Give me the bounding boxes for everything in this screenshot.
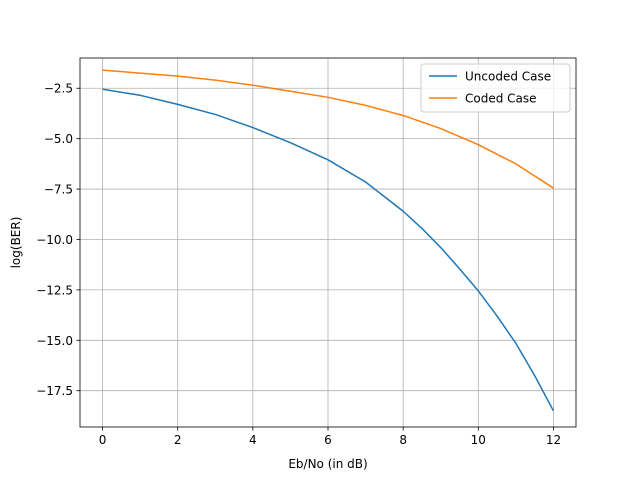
y-tick-label: −2.5 (44, 82, 73, 96)
axis-ticks: 0 2 4 6 8 10 12 −2.5 −5.0 −7.5 −10.0 −12.5 −15.0 −17.… (36, 82, 561, 447)
x-tick-label: 12 (546, 433, 561, 447)
y-tick-label: −17.5 (36, 384, 73, 398)
legend-box (420, 63, 571, 113)
y-tick-label: −15.0 (36, 334, 73, 348)
series-line-coded (102, 69, 554, 189)
x-tick-label: 0 (99, 433, 107, 447)
series-line-uncoded (102, 88, 555, 412)
x-tick-label: 10 (471, 433, 486, 447)
legend: Uncoded Case Coded Case (420, 63, 571, 113)
x-axis-label: Eb/No (in dB) (288, 457, 367, 471)
y-axis-label: log(BER) (9, 217, 23, 269)
x-tick-label: 8 (399, 433, 407, 447)
x-tick-label: 2 (174, 433, 182, 447)
legend-entry-uncoded: Uncoded Case (465, 70, 551, 84)
legend-entry-coded: Coded Case (465, 92, 537, 106)
series-layer (102, 69, 555, 412)
y-tick-label: −10.0 (36, 233, 73, 247)
y-tick-label: −12.5 (36, 283, 73, 297)
x-tick-label: 4 (249, 433, 257, 447)
grid (80, 58, 576, 427)
y-tick-label: −7.5 (44, 183, 73, 197)
x-tick-label: 6 (324, 433, 332, 447)
y-tick-label: −5.0 (44, 132, 73, 146)
